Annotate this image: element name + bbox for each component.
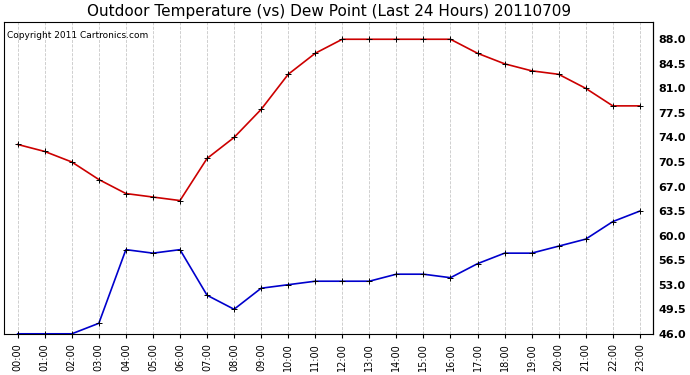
Text: Copyright 2011 Cartronics.com: Copyright 2011 Cartronics.com bbox=[8, 31, 148, 40]
Title: Outdoor Temperature (vs) Dew Point (Last 24 Hours) 20110709: Outdoor Temperature (vs) Dew Point (Last… bbox=[87, 4, 571, 19]
